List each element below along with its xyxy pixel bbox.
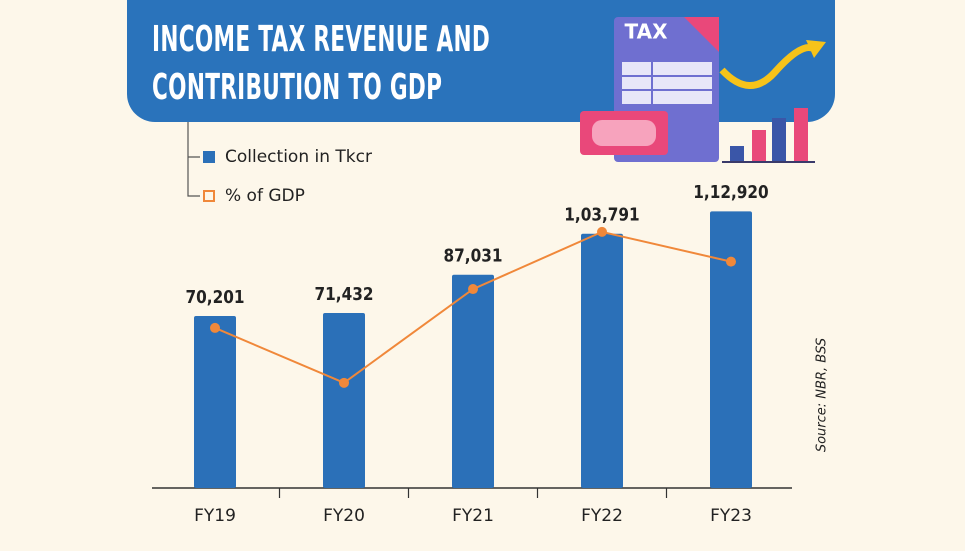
data-label: 71,432 <box>315 283 374 305</box>
bar <box>452 274 494 488</box>
line-point <box>597 226 607 237</box>
bar <box>194 316 236 488</box>
data-label: 1,12,920 <box>693 181 768 203</box>
source-note: Source: NBR, BSS <box>815 338 830 452</box>
data-label: 70,201 <box>186 286 245 308</box>
legend-label: % of GDP <box>225 186 305 206</box>
legend-marker <box>203 190 215 202</box>
x-tick-label: FY23 <box>710 506 752 526</box>
bar <box>323 312 365 488</box>
x-tick-label: FY19 <box>194 506 236 526</box>
line-point <box>210 322 220 333</box>
chart-title: INCOME TAX REVENUE AND CONTRIBUTION TO G… <box>152 19 491 108</box>
legend-connector <box>187 122 200 197</box>
bar <box>581 233 623 488</box>
line-point <box>468 284 478 295</box>
tax-illustration <box>580 17 826 163</box>
data-label: 1,03,791 <box>564 203 639 225</box>
icon-label: TAX <box>625 20 669 44</box>
legend-marker <box>203 151 215 163</box>
x-tick-label: FY22 <box>581 506 623 526</box>
x-tick-label: FY21 <box>452 506 494 526</box>
line-point <box>339 377 349 388</box>
x-tick-label: FY20 <box>323 506 365 526</box>
data-label: 87,031 <box>444 244 503 266</box>
bar <box>710 211 752 488</box>
line-point <box>726 256 736 267</box>
legend-label: Collection in Tkcr <box>225 147 372 167</box>
